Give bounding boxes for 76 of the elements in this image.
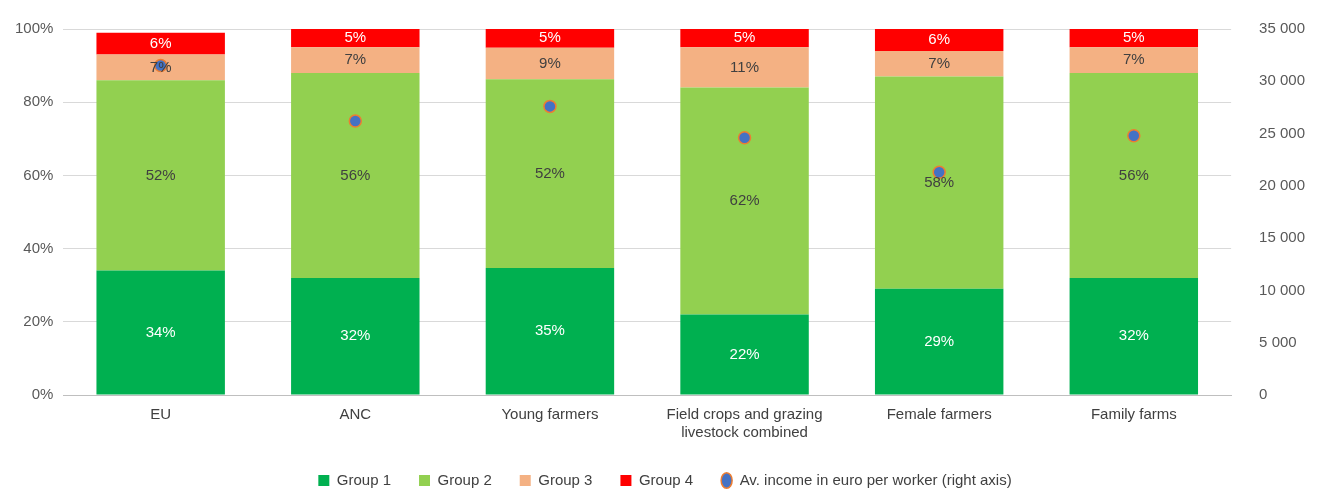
data-label: 52% xyxy=(145,165,176,183)
x-tick-label: Young farmers xyxy=(501,405,599,423)
data-label: 9% xyxy=(539,53,561,71)
data-label: 11% xyxy=(730,57,760,75)
bar xyxy=(680,47,809,88)
y2-tick-label: 10 000 xyxy=(1259,280,1306,298)
y2-tick-label: 30 000 xyxy=(1259,71,1306,89)
bar xyxy=(874,50,1004,77)
bar xyxy=(485,79,615,268)
legend-label: Group 4 xyxy=(638,470,694,488)
data-label: 5% xyxy=(539,28,561,46)
point xyxy=(737,131,752,145)
legend-label: Av. income in euro per worker (right axis) xyxy=(739,470,1012,488)
bar xyxy=(1069,29,1199,48)
bar xyxy=(1069,277,1199,395)
y-tick-label: 20% xyxy=(23,311,54,329)
data-label: 56% xyxy=(340,165,371,183)
data-label: 35% xyxy=(534,321,565,339)
y2-tick-label: 25 000 xyxy=(1259,123,1306,141)
data-label: 7% xyxy=(1122,50,1145,68)
data-label: 32% xyxy=(340,326,371,344)
data-label: 5% xyxy=(1122,28,1145,46)
data-label: 6% xyxy=(149,33,172,51)
bar xyxy=(1069,72,1199,278)
bar xyxy=(874,76,1004,289)
bar xyxy=(485,29,615,48)
legend-label: Group 3 xyxy=(538,470,593,488)
data-label: 22% xyxy=(729,344,760,362)
x-tick-label: Family farms xyxy=(1090,405,1177,423)
legend-label: Group 2 xyxy=(437,470,492,488)
y2-tick-label: 20 000 xyxy=(1259,176,1306,193)
bar xyxy=(485,47,615,80)
y-tick-label: 100% xyxy=(14,19,54,37)
y2-tick-label: 5 000 xyxy=(1259,332,1297,350)
bar xyxy=(96,54,225,81)
bar xyxy=(291,277,420,395)
data-label: 52% xyxy=(534,163,565,181)
bar xyxy=(96,80,225,271)
data-label: 7% xyxy=(928,53,951,71)
bar xyxy=(96,270,225,395)
bar xyxy=(1069,47,1199,73)
legend-label: Group 1 xyxy=(336,470,392,488)
data-label: 58% xyxy=(924,172,955,190)
bar xyxy=(291,72,420,278)
point xyxy=(543,99,557,114)
y-tick-label: 0% xyxy=(31,385,54,403)
y-tick-label: 40% xyxy=(23,238,54,256)
bar xyxy=(291,47,420,73)
x-tick-label: Field crops and grazing livestock combined xyxy=(666,405,823,441)
y-tick-label: 80% xyxy=(23,92,54,110)
data-label: 56% xyxy=(1118,165,1149,183)
x-tick-label: Female farmers xyxy=(886,405,992,423)
data-label: 29% xyxy=(924,331,955,349)
data-label: 7% xyxy=(344,50,367,68)
bar xyxy=(291,29,420,48)
data-label: 6% xyxy=(928,30,951,48)
y2-tick-label: 35 000 xyxy=(1259,19,1306,37)
bar xyxy=(680,87,809,315)
bar xyxy=(96,32,225,55)
y2-tick-label: 15 000 xyxy=(1259,228,1306,246)
data-label: 34% xyxy=(145,322,176,340)
point xyxy=(348,114,363,128)
x-tick-label: EU xyxy=(150,405,172,423)
bar xyxy=(874,29,1004,51)
x-tick-label: ANC xyxy=(339,405,372,423)
bar xyxy=(680,314,809,395)
data-label: 5% xyxy=(344,28,367,46)
data-label: 62% xyxy=(729,191,760,209)
data-label: 32% xyxy=(1118,326,1149,344)
bar xyxy=(680,29,809,48)
bar xyxy=(874,288,1004,395)
point xyxy=(1127,128,1141,143)
bar xyxy=(485,268,615,395)
y2-tick-label: 0 xyxy=(1259,385,1268,403)
y-tick-label: 60% xyxy=(23,165,54,183)
data-label: 5% xyxy=(733,28,756,46)
